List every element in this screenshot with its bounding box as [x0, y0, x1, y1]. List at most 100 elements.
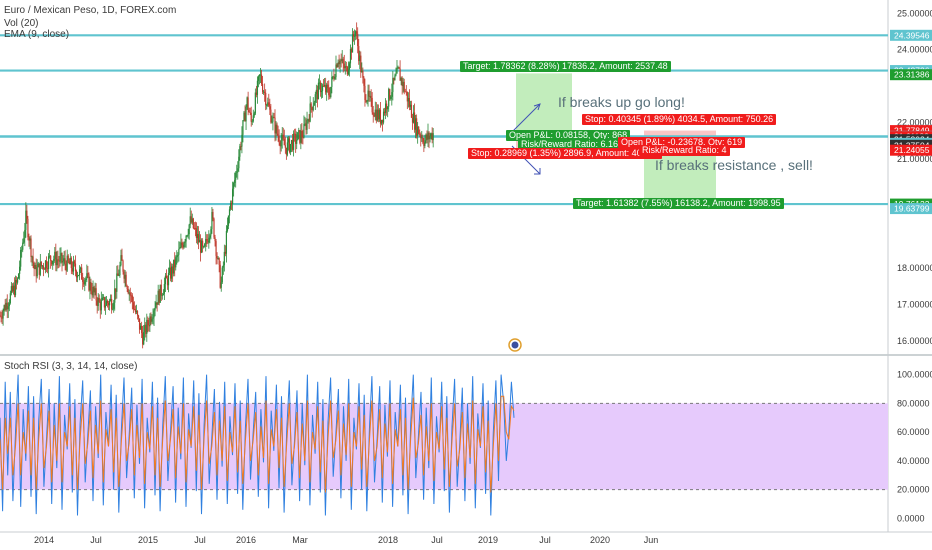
- candle-body: [263, 91, 265, 93]
- candle-body: [421, 137, 423, 139]
- candle-body: [395, 73, 397, 76]
- candle-body: [77, 275, 80, 276]
- candle-body: [185, 235, 187, 242]
- candle-body: [266, 105, 268, 106]
- candle-body: [385, 103, 387, 114]
- short-open-pnl-label[interactable]: Open P&L: -0.23678, Qty: 619: [618, 137, 746, 148]
- candle-body: [28, 237, 30, 241]
- rsi-axis[interactable]: 100.0000 80.0000 60.0000 40.0000 20.0000 0.00…: [897, 370, 932, 524]
- short-arrowhead-icon: [534, 168, 541, 175]
- candle-body: [161, 295, 163, 297]
- candle-body: [80, 267, 82, 270]
- candle-body: [348, 63, 351, 70]
- long-risk-reward-label[interactable]: Risk/Reward Ratio: 6.16: [518, 139, 622, 150]
- price-tick-label: 22.00000: [897, 118, 932, 128]
- candle-body: [91, 291, 93, 296]
- candle-body: [313, 102, 315, 106]
- candle-body: [62, 261, 64, 263]
- long-target-label[interactable]: Target: 1.78362 (8.28%) 17836.2, Amount:…: [460, 61, 671, 72]
- candle-body: [245, 106, 247, 122]
- candle-body: [187, 234, 189, 236]
- candle-body: [369, 95, 371, 97]
- candle-body: [306, 119, 308, 130]
- candle-body: [84, 280, 86, 285]
- price-candles: [0, 22, 434, 349]
- candle-body: [49, 255, 51, 257]
- candle-body: [70, 257, 72, 269]
- price-badge: [890, 69, 932, 81]
- long-target-zone: [516, 73, 572, 131]
- short-stop-label[interactable]: Stop: 0.40345 (1.89%) 4034.5, Amount: 75…: [582, 114, 777, 125]
- candle-body: [375, 109, 377, 121]
- candle-body: [290, 140, 293, 145]
- candle-body: [334, 77, 336, 79]
- candle-body: [423, 142, 425, 146]
- candle-body: [406, 91, 408, 102]
- candle-body: [108, 300, 111, 306]
- short-risk-reward-label[interactable]: Risk/Reward Ratio: 4: [639, 145, 730, 156]
- candle-body: [380, 119, 383, 124]
- candle-body: [418, 126, 420, 135]
- candle-body: [71, 268, 73, 272]
- long-open-pnl-label[interactable]: Open P&L: 0.08158, Qty: 868: [506, 130, 631, 141]
- stoch-rsi-d-line: [0, 395, 515, 493]
- short-target-label[interactable]: Target: 1.61382 (7.55%) 16138.2, Amount:…: [573, 198, 784, 209]
- stoch-rsi-lines: [0, 374, 515, 516]
- candle-body: [34, 264, 36, 269]
- long-stop-label[interactable]: Stop: 0.28969 (1.35%) 2896.9, Amount: 40…: [468, 148, 663, 159]
- candle-body: [237, 168, 239, 172]
- candle-body: [124, 274, 126, 279]
- candle-body: [219, 264, 221, 288]
- candle-body: [134, 309, 137, 313]
- candle-body: [366, 100, 368, 102]
- candle-body: [66, 255, 68, 271]
- time-axis[interactable]: 2014 Jul 2015 Jul 2016 Mar 2018 Jul 2019 Jul 2020 J…: [34, 535, 658, 545]
- candle-body: [148, 325, 150, 327]
- candle-body: [400, 77, 402, 81]
- candle-body: [37, 263, 39, 268]
- candle-body: [265, 92, 267, 106]
- candle-body: [156, 302, 158, 305]
- candle-body: [160, 284, 162, 296]
- candle-body: [151, 318, 153, 322]
- candle-body: [22, 242, 24, 250]
- candle-body: [12, 285, 15, 292]
- short-annotation[interactable]: If breaks resistance , sell!: [655, 157, 813, 173]
- candle-body: [138, 318, 141, 330]
- candle-body: [132, 302, 134, 310]
- candle-body: [301, 131, 303, 138]
- candle-body: [410, 104, 413, 118]
- candle-body: [135, 311, 138, 313]
- price-axis[interactable]: 25.00000 24.00000 22.00000 21.00000 18.00000…: [890, 8, 932, 346]
- candle-body: [206, 239, 208, 241]
- candle-body: [255, 92, 257, 95]
- candle-body: [308, 119, 310, 122]
- candle-body: [317, 82, 320, 100]
- price-badge: [890, 144, 932, 156]
- candle-body: [212, 212, 214, 219]
- candle-body: [335, 64, 337, 78]
- candle-body: [425, 134, 427, 141]
- candle-body: [321, 85, 324, 91]
- candle-body: [374, 109, 376, 117]
- candle-body: [174, 259, 176, 268]
- long-annotation[interactable]: If breaks up go long!: [558, 94, 685, 110]
- candle-body: [268, 102, 270, 107]
- candle-body: [420, 134, 422, 139]
- candle-body: [118, 275, 120, 276]
- candle-body: [246, 97, 248, 107]
- candle-body: [114, 288, 116, 303]
- candle-body: [205, 239, 207, 245]
- candle-body: [46, 268, 49, 270]
- candle-body: [5, 302, 7, 311]
- candle-body: [60, 253, 62, 256]
- candle-body: [401, 77, 403, 87]
- candle-body: [29, 238, 31, 241]
- candle-body: [247, 97, 249, 111]
- candle-body: [422, 137, 424, 143]
- candle-body: [32, 256, 34, 263]
- candle-body: [179, 247, 181, 249]
- candle-body: [82, 279, 84, 282]
- long-arrowhead-icon: [533, 103, 541, 111]
